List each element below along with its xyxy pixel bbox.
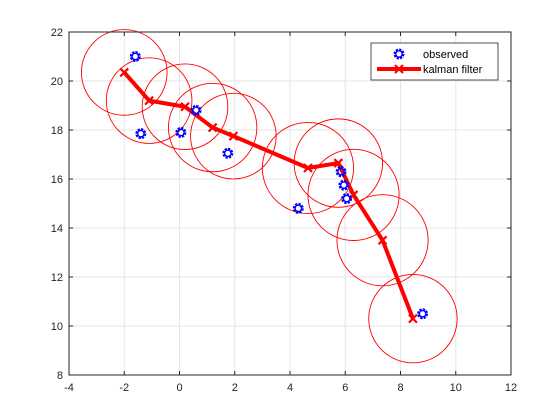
y-tick-label: 10 bbox=[51, 321, 63, 333]
x-tick-label: -2 bbox=[119, 382, 129, 394]
observed-marker bbox=[292, 202, 304, 214]
y-tick-label: 16 bbox=[51, 174, 63, 186]
covariance-circle bbox=[105, 57, 193, 144]
kalman-line bbox=[122, 71, 415, 320]
x-tick-label: 2 bbox=[232, 382, 238, 394]
legend-box bbox=[370, 42, 499, 81]
covariance-circle bbox=[141, 63, 229, 150]
x-tick-label: 8 bbox=[397, 382, 403, 394]
x-tick-label: 4 bbox=[287, 382, 293, 394]
kalman-x-marker bbox=[333, 158, 344, 168]
x-tick-label: 0 bbox=[176, 382, 182, 394]
covariance-circles bbox=[80, 29, 458, 364]
covariance-circle bbox=[80, 29, 168, 116]
y-tick-label: 22 bbox=[51, 27, 63, 39]
legend-observed-marker bbox=[393, 48, 405, 60]
legend-observed-label: observed bbox=[423, 49, 468, 61]
observed-marker bbox=[335, 166, 347, 178]
y-tick-label: 12 bbox=[51, 272, 63, 284]
kalman-x-marker bbox=[303, 163, 313, 173]
kalman-x-marker bbox=[228, 131, 239, 141]
covariance-circle bbox=[167, 82, 258, 173]
observed-marker bbox=[190, 104, 202, 116]
x-tick-label: -4 bbox=[64, 382, 74, 394]
kalman-x-marker bbox=[377, 235, 388, 246]
y-tick-label: 18 bbox=[51, 125, 63, 137]
kalman-x-marker bbox=[207, 122, 218, 133]
kalman-x-marker bbox=[119, 67, 130, 78]
kalman-x-marker bbox=[144, 95, 154, 106]
observed-marker bbox=[417, 308, 429, 320]
legend-observed-marker-glyph bbox=[393, 48, 405, 60]
covariance-circle bbox=[307, 148, 400, 241]
covariance-circle bbox=[190, 92, 277, 180]
x-tick-label: 12 bbox=[505, 382, 517, 394]
covariance-circle bbox=[368, 273, 458, 364]
covariance-circle bbox=[261, 121, 354, 215]
legend-kalman-label: kalman filter bbox=[423, 64, 483, 76]
kalman-x-marker bbox=[408, 313, 418, 324]
covariance-circle bbox=[336, 194, 429, 287]
x-tick-label: 6 bbox=[342, 382, 348, 394]
x-tick-label: 10 bbox=[450, 382, 462, 394]
kalman-filter-line bbox=[122, 71, 415, 320]
legend-kalman-line-sample bbox=[377, 64, 421, 74]
observed-marker bbox=[341, 193, 353, 205]
y-tick-label: 20 bbox=[51, 76, 63, 88]
y-tick-label: 14 bbox=[51, 223, 63, 235]
markers bbox=[119, 50, 429, 324]
legend: observed kalman filter bbox=[370, 42, 499, 81]
kalman-x-marker bbox=[180, 101, 190, 112]
observed-marker bbox=[222, 147, 234, 159]
y-tick-label: 8 bbox=[57, 370, 63, 382]
observed-marker bbox=[129, 50, 141, 62]
observed-marker bbox=[135, 128, 147, 140]
legend-kalman-x-glyph bbox=[394, 64, 404, 74]
axis-ticks: -4 -2 0 2 4 6 8 10 12 8 10 12 14 16 18 20 22 bbox=[51, 27, 517, 394]
observed-marker bbox=[338, 179, 350, 191]
observed-marker bbox=[175, 126, 187, 138]
